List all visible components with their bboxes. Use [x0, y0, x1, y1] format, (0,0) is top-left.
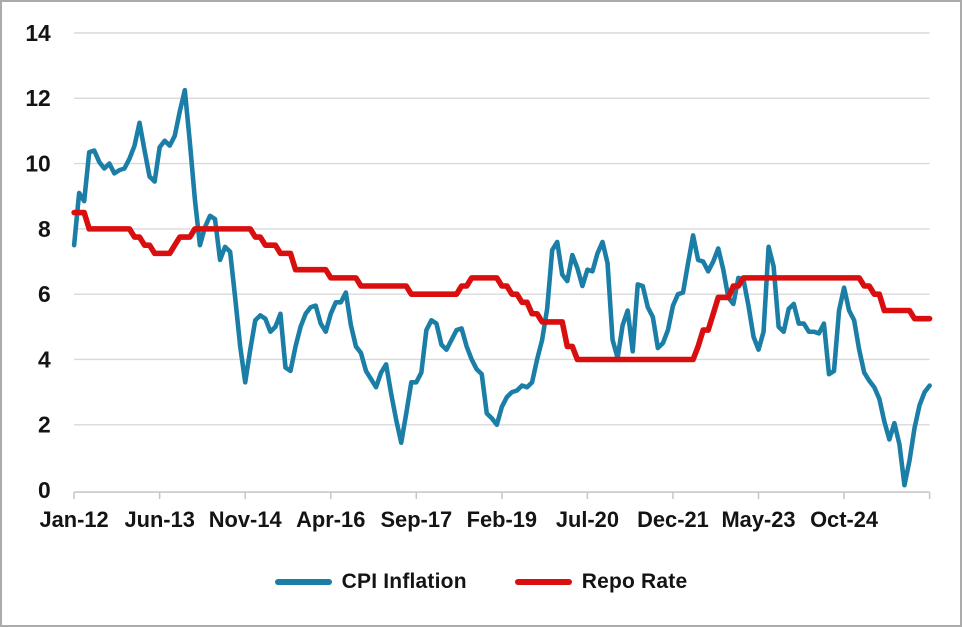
chart-legend: CPI Inflation Repo Rate: [2, 570, 960, 594]
cpi-inflation-line-swatch: [274, 579, 332, 585]
y-axis-label: 10: [25, 151, 50, 177]
y-axis-label: 4: [38, 346, 51, 372]
legend-item-repo-rate[interactable]: Repo Rate: [514, 570, 688, 594]
y-axis-label: 8: [38, 216, 51, 242]
series-line-repo-rate: [71, 209, 933, 363]
x-axis-label: Jun-13: [124, 507, 194, 532]
x-axis-label: Dec-21: [637, 507, 709, 532]
x-axis-label: Jul-20: [556, 507, 619, 532]
x-axis-label: Nov-14: [209, 507, 283, 532]
y-axis-label: 2: [38, 412, 51, 438]
y-axis-label: 14: [25, 20, 51, 46]
x-axis-label: Feb-19: [467, 507, 537, 532]
y-axis-label: 6: [38, 281, 51, 307]
x-axis-label: Apr-16: [296, 507, 365, 532]
series-line-cpi-inflation: [71, 87, 932, 488]
y-axis-label: 12: [25, 85, 50, 111]
legend-item-cpi-inflation[interactable]: CPI Inflation: [274, 570, 467, 594]
repo-rate-line-swatch: [514, 579, 572, 585]
legend-label-repo-rate: Repo Rate: [581, 570, 688, 593]
x-axis-label: Oct-24: [810, 507, 879, 532]
x-axis-label: Sep-17: [380, 507, 452, 532]
y-axis-label: 0: [38, 477, 51, 503]
x-axis-label: May-23: [721, 507, 795, 532]
x-axis-label: Jan-12: [40, 507, 109, 532]
legend-label-cpi-inflation: CPI Inflation: [341, 570, 467, 593]
